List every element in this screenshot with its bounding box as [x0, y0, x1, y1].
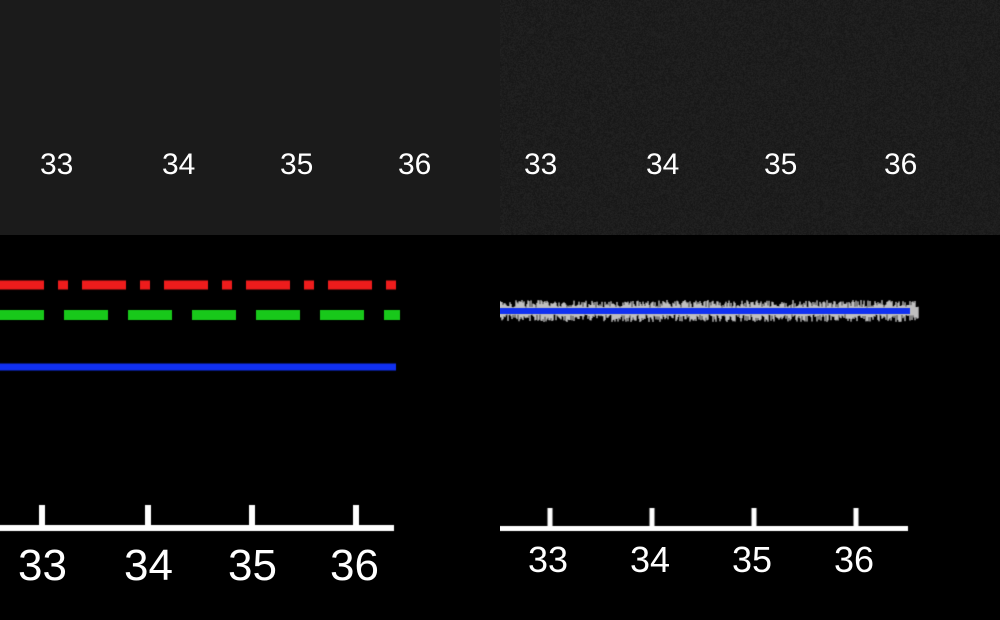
panel-top-left: 33 34 35 36	[0, 0, 500, 235]
axis-label: 36	[330, 541, 379, 591]
axis-label: 33	[528, 539, 568, 581]
axis-label: 33	[524, 148, 557, 182]
panel-bottom-left: 33 34 35 36	[0, 235, 500, 620]
axis-label: 34	[630, 539, 670, 581]
axis-label: 35	[764, 148, 797, 182]
axis-label: 35	[732, 539, 772, 581]
axis-label: 34	[162, 148, 195, 182]
panel-bottom-right: 33 34 35 36	[500, 235, 1000, 620]
noise-texture	[500, 0, 1000, 235]
axis-label: 33	[40, 148, 73, 182]
axis-label: 35	[228, 541, 277, 591]
axis-label: 35	[280, 148, 313, 182]
axis-label: 36	[884, 148, 917, 182]
axis-label: 34	[646, 148, 679, 182]
axis-label: 33	[18, 541, 67, 591]
axis-label: 34	[124, 541, 173, 591]
axis-label: 36	[398, 148, 431, 182]
axis-label: 36	[834, 539, 874, 581]
chart-grid: 33 34 35 36 33 34 35 36 33 34 35 36 33 3…	[0, 0, 1000, 620]
panel-top-right: 33 34 35 36	[500, 0, 1000, 235]
